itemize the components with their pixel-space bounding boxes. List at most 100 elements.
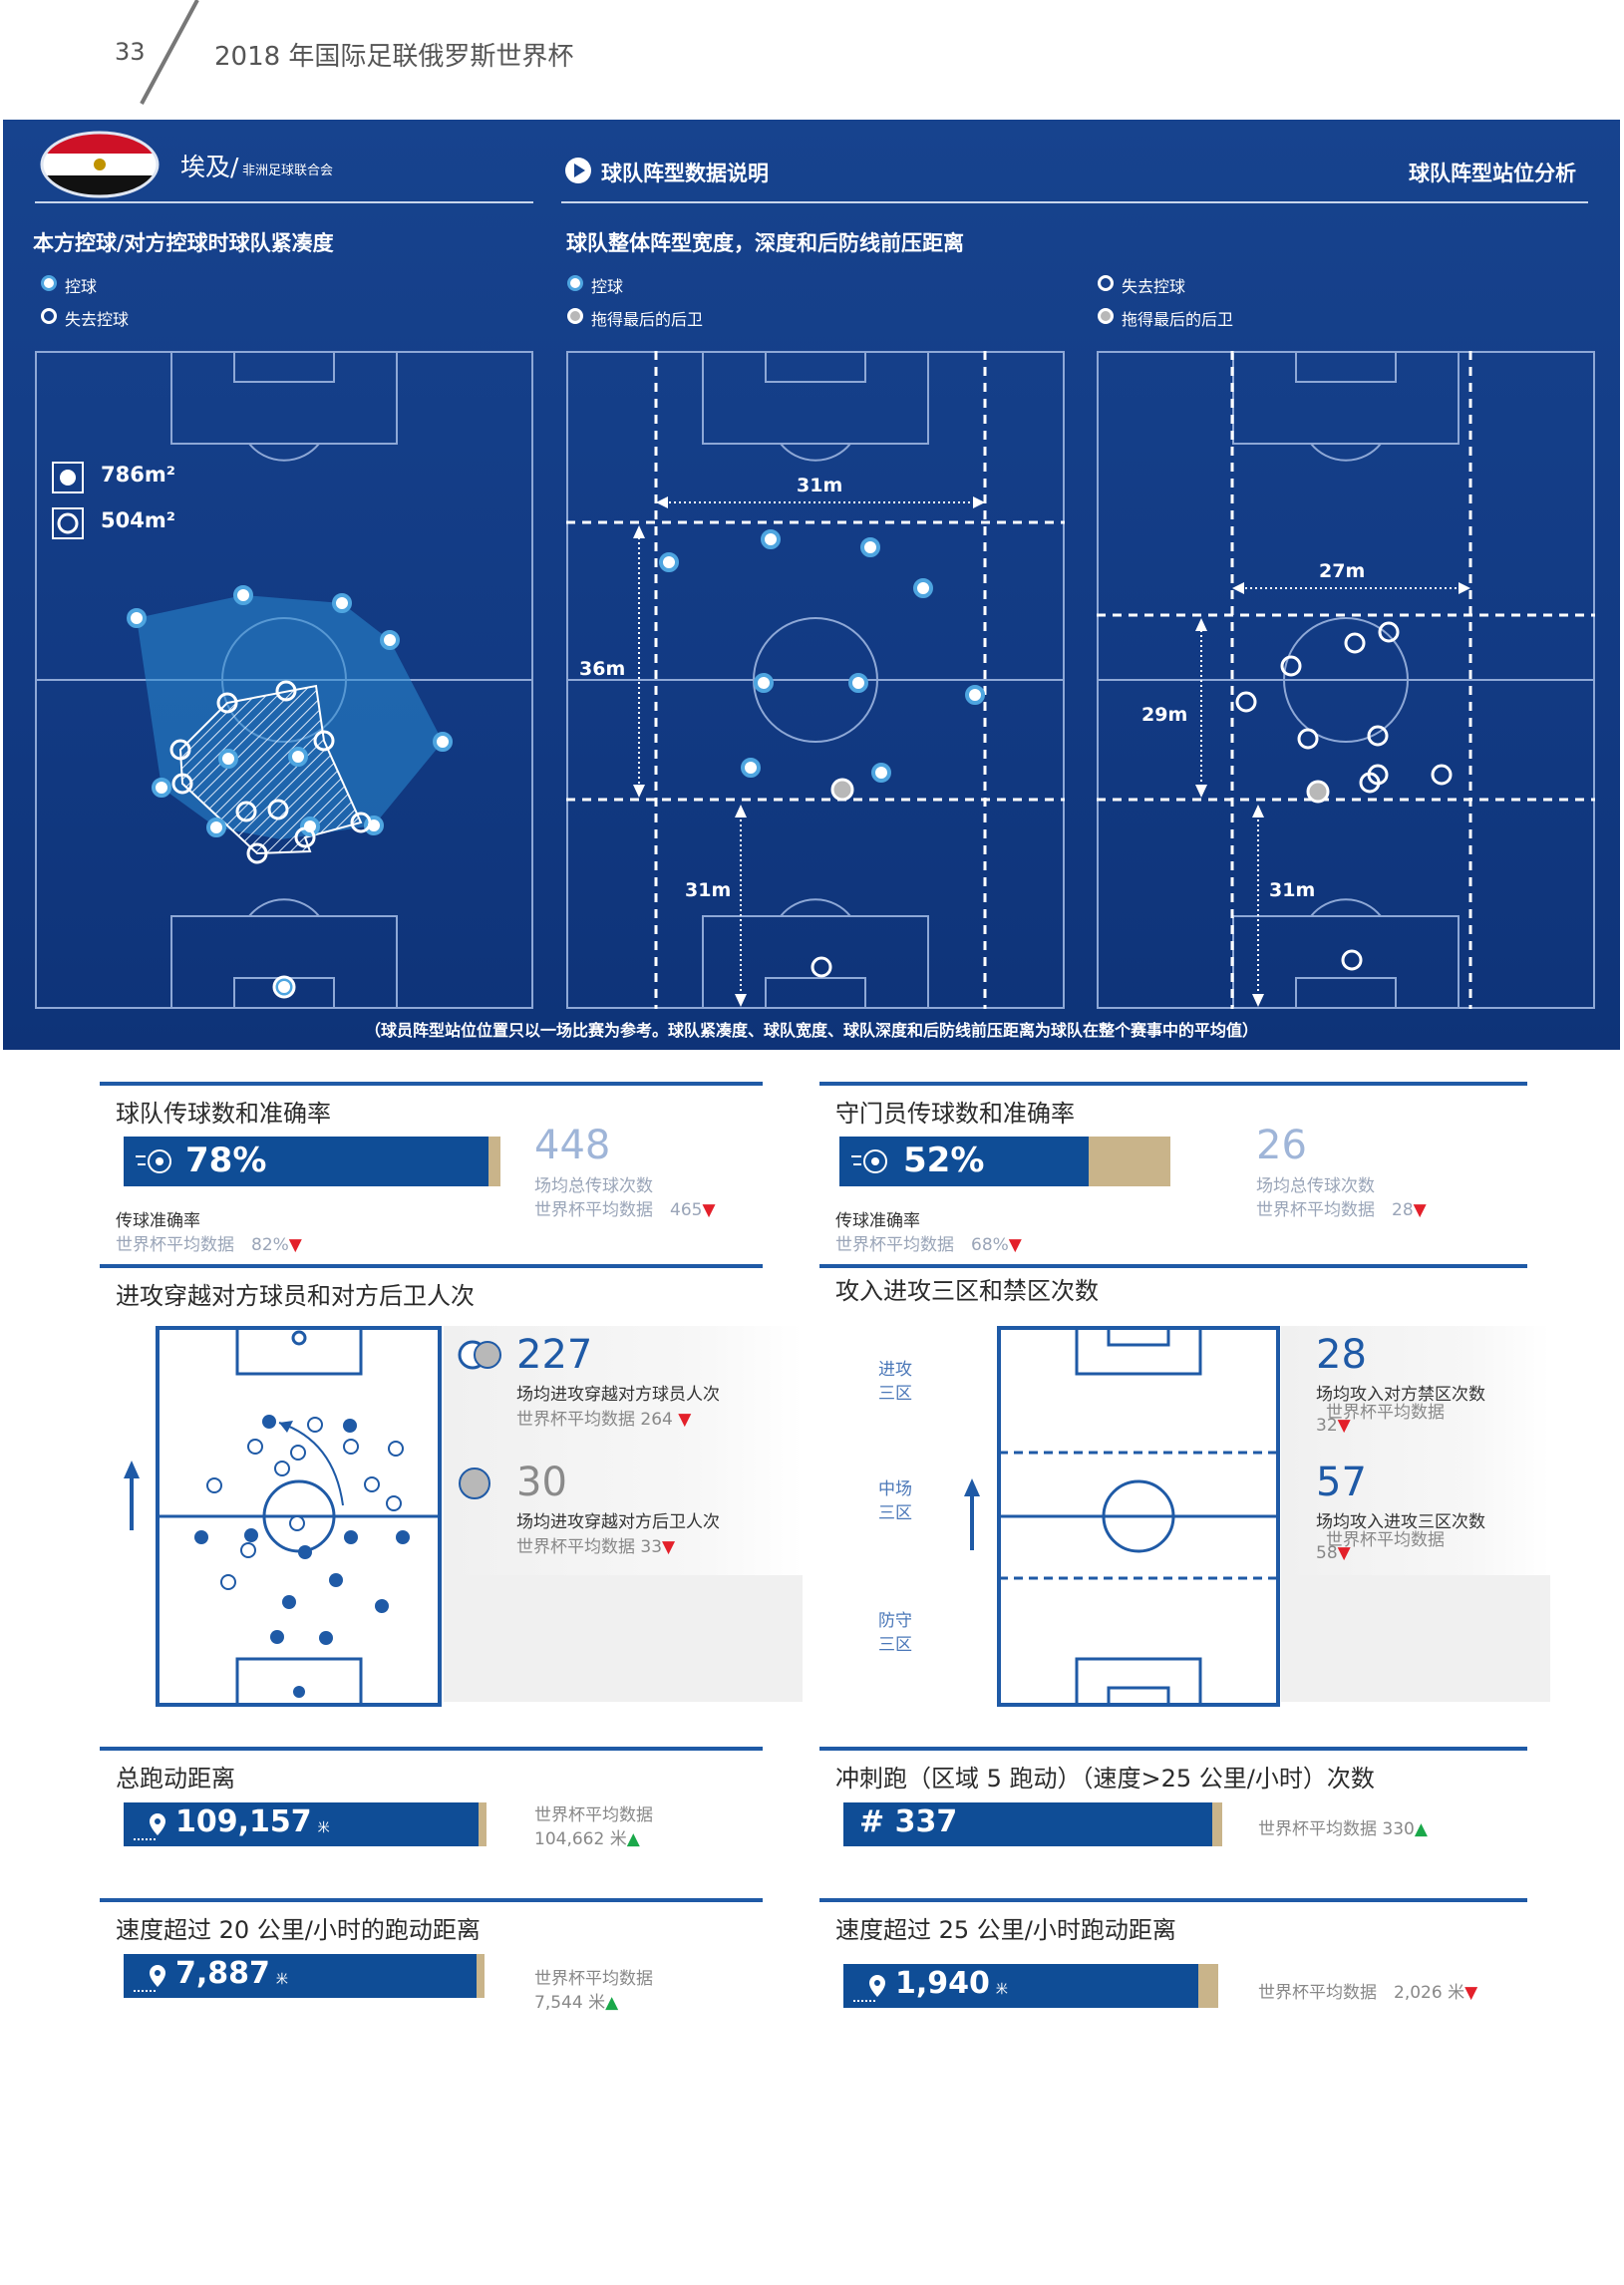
shape-in-legend-label: 控球 (591, 277, 624, 296)
distance-bar-remainder (479, 1802, 487, 1846)
gk-passing-rule (819, 1082, 1527, 1086)
play-icon (565, 158, 591, 183)
players-bypassed-value: 227 (516, 1332, 593, 1378)
shape-out-legend-label: 失去控球 (1122, 277, 1186, 296)
breaking-lines-shade-bottom (444, 1575, 803, 1702)
gk-passing-bar (839, 1137, 1089, 1186)
document-title: 2018 年国际足联俄罗斯世界杯 (214, 42, 574, 72)
sprints-bar-remainder (1212, 1802, 1222, 1846)
third-entries-avg: 58 (1316, 1543, 1338, 1563)
team-passing-total-label: 场均总传球次数 (534, 1176, 653, 1196)
dist20-rule (100, 1898, 763, 1902)
down-arrow-icon: ▼ (702, 1200, 716, 1220)
down-arrow-icon: ▼ (1337, 1416, 1351, 1436)
dist25-avg: 世界杯平均数据 2,026 米 (1258, 1983, 1465, 2003)
formation-panel: 埃及/ 非洲足球联合会 球队阵型数据说明 球队阵型站位分析 本方控球/对方控球时… (3, 120, 1620, 1050)
compactness-area-lost: 504m² (101, 508, 175, 532)
team-name: 埃及/ (180, 153, 239, 181)
compactness-title: 本方控球/对方控球时球队紧凑度 (33, 231, 334, 255)
location-pin-icon (134, 1813, 165, 1840)
section-analysis-title: 球队阵型站位分析 (1409, 162, 1576, 185)
sprints-avg-row: 世界杯平均数据 330▲ (1258, 1814, 1428, 1839)
last-defender-legend-dot (567, 308, 583, 324)
gk-passing-total-avg-row: 世界杯平均数据 28▼ (1256, 1195, 1427, 1220)
box-entries-value: 28 (1316, 1332, 1367, 1378)
zone-defence-line1: 防守 (878, 1611, 912, 1631)
box-entries-avg-label: 世界杯平均数据 (1326, 1403, 1445, 1423)
last-defender-legend-label-2: 拖得最后的后卫 (1122, 310, 1234, 329)
dist25-bar (843, 1964, 1198, 2008)
up-arrow-icon: ▲ (626, 1829, 640, 1849)
last-defender-legend-dot-2 (1098, 308, 1114, 324)
team-passing-title: 球队传球数和准确率 (116, 1100, 331, 1128)
shape-in-line-height-label: 31m (685, 879, 732, 901)
third-entries-avg-row: 58▼ (1316, 1543, 1351, 1563)
distance-title: 总跑动距离 (116, 1765, 235, 1793)
team-passing-total-avg-row: 世界杯平均数据 465▼ (534, 1195, 716, 1220)
last-defender-legend-label: 拖得最后的后卫 (591, 310, 704, 329)
dist25-avg-row: 世界杯平均数据 2,026 米▼ (1258, 1978, 1477, 2003)
dist20-value-row: 7,887 米 (175, 1956, 288, 1991)
breaking-lines-shade-top (444, 1326, 803, 1575)
down-arrow-icon: ▼ (678, 1410, 692, 1430)
header-underline-left (35, 201, 533, 203)
distance-avg-label: 世界杯平均数据 (534, 1805, 653, 1825)
down-arrow-icon: ▼ (1413, 1200, 1427, 1220)
dist25-bar-remainder (1198, 1964, 1218, 2008)
defenders-bypassed-label: 场均进攻穿越对方后卫人次 (516, 1512, 720, 1532)
gk-passing-title: 守门员传球数和准确率 (835, 1100, 1075, 1128)
distance-value-row: 109,157 米 (175, 1804, 330, 1839)
sprints-rule (819, 1747, 1527, 1751)
dist25-value: 1,940 (895, 1966, 990, 2001)
team-passing-bar-remainder (488, 1137, 500, 1186)
dist20-bar (124, 1954, 477, 1998)
team-passing-bar (124, 1137, 488, 1186)
team-passing-total: 448 (534, 1123, 611, 1168)
sprints-bar (843, 1802, 1212, 1846)
dist20-avg-row: 7,544 米▲ (534, 1988, 618, 2013)
dist25-rule (819, 1898, 1527, 1902)
defenders-bypassed-icon (459, 1468, 490, 1499)
breaking-lines-pitch (124, 1326, 442, 1707)
gk-passing-total-avg: 世界杯平均数据 28 (1256, 1200, 1414, 1220)
defenders-bypassed-avg-row: 世界杯平均数据 33▼ (516, 1532, 675, 1557)
sprints-avg: 世界杯平均数据 330 (1258, 1819, 1415, 1839)
zone-defence-label: 防守 三区 (865, 1609, 925, 1657)
shape-out-legend-dot (1098, 275, 1114, 291)
players-bypassed-avg-row: 世界杯平均数据 264 ▼ (516, 1405, 691, 1430)
zone-attack-label: 进攻 三区 (865, 1358, 925, 1406)
shape-in-possession-pitch (566, 351, 1065, 1009)
distance-avg-value: 104,662 米 (534, 1829, 627, 1849)
box-entries-avg-row: 32▼ (1316, 1416, 1351, 1436)
final-third-title: 攻入进攻三区和禁区次数 (835, 1277, 1099, 1305)
box-entries-avg: 32 (1316, 1416, 1338, 1436)
page-number: 33 (115, 38, 146, 66)
compactness-pitch (35, 351, 533, 1009)
players-bypassed-label: 场均进攻穿越对方球员人次 (516, 1385, 720, 1405)
team-passing-accuracy-label: 传球准确率 (116, 1211, 200, 1231)
shape-out-line-height-label: 31m (1269, 879, 1316, 901)
zone-middle-line2: 三区 (878, 1503, 912, 1523)
zone-attack-line2: 三区 (878, 1384, 912, 1404)
dist25-value-row: 1,940 米 (895, 1966, 1008, 2001)
dist20-value: 7,887 (175, 1956, 270, 1991)
zone-attack-line1: 进攻 (878, 1360, 912, 1380)
gk-passing-total: 26 (1256, 1123, 1307, 1168)
team-confederation: 非洲足球联合会 (242, 163, 334, 178)
down-arrow-icon: ▼ (662, 1537, 676, 1557)
up-arrow-icon: ▲ (1414, 1819, 1428, 1839)
zone-middle-line1: 中场 (878, 1479, 912, 1499)
team-passing-rule (100, 1082, 763, 1086)
dist20-title: 速度超过 20 公里/小时的跑动距离 (116, 1916, 481, 1944)
shape-out-width-label: 27m (1319, 560, 1366, 582)
team-passing-accuracy: 78% (185, 1141, 267, 1180)
breaking-lines-rule (100, 1264, 763, 1268)
ball-icon (851, 1149, 887, 1173)
lost-legend-label: 失去控球 (65, 310, 130, 329)
down-arrow-icon: ▼ (1008, 1235, 1022, 1255)
sprints-value: # 337 (859, 1804, 958, 1839)
box-entries-label: 场均攻入对方禁区次数 (1316, 1385, 1485, 1405)
dist20-avg-value: 7,544 米 (534, 1993, 606, 2013)
down-arrow-icon: ▼ (1464, 1983, 1478, 2003)
final-third-shade-top (1281, 1326, 1550, 1575)
